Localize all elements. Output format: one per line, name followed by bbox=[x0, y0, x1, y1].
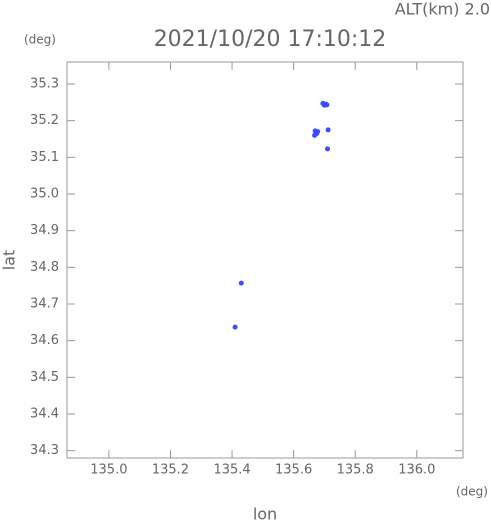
x-tick-label: 135.4 bbox=[213, 463, 250, 478]
y-tick-label: 34.7 bbox=[30, 297, 59, 312]
x-tick-label: 135.0 bbox=[90, 463, 127, 478]
y-tick-label: 34.6 bbox=[30, 333, 59, 348]
x-tick-label: 135.6 bbox=[275, 463, 312, 478]
point bbox=[232, 324, 238, 330]
y-tick-label: 34.4 bbox=[30, 407, 59, 422]
y-tick-label: 35.1 bbox=[30, 150, 59, 165]
y-tick-label: 34.5 bbox=[30, 370, 59, 385]
point bbox=[325, 127, 331, 133]
chart-title: 2021/10/20 17:10:12 bbox=[154, 27, 387, 52]
y-tick-label: 34.3 bbox=[30, 443, 59, 458]
point bbox=[325, 146, 331, 152]
x-axis-label: lon bbox=[253, 505, 277, 522]
y-tick-label: 35.2 bbox=[30, 113, 59, 128]
x-tick-label: 135.2 bbox=[152, 463, 189, 478]
y-tick-label: 34.8 bbox=[30, 260, 59, 275]
plot-frame bbox=[66, 61, 464, 459]
y-tick-label: 35.0 bbox=[30, 187, 59, 202]
point bbox=[315, 129, 321, 135]
y-tick-label: 34.9 bbox=[30, 223, 59, 238]
point bbox=[238, 280, 244, 286]
point bbox=[324, 102, 330, 108]
y-unit: (deg) bbox=[24, 33, 56, 47]
x-unit: (deg) bbox=[456, 485, 488, 499]
x-tick-label: 135.8 bbox=[337, 463, 374, 478]
y-axis-label: lat bbox=[0, 250, 19, 271]
subtitle: ALT(km) 2.0 bbox=[395, 0, 490, 19]
point bbox=[312, 132, 318, 138]
x-tick-label: 136.0 bbox=[398, 463, 435, 478]
y-tick-label: 35.3 bbox=[30, 77, 59, 92]
